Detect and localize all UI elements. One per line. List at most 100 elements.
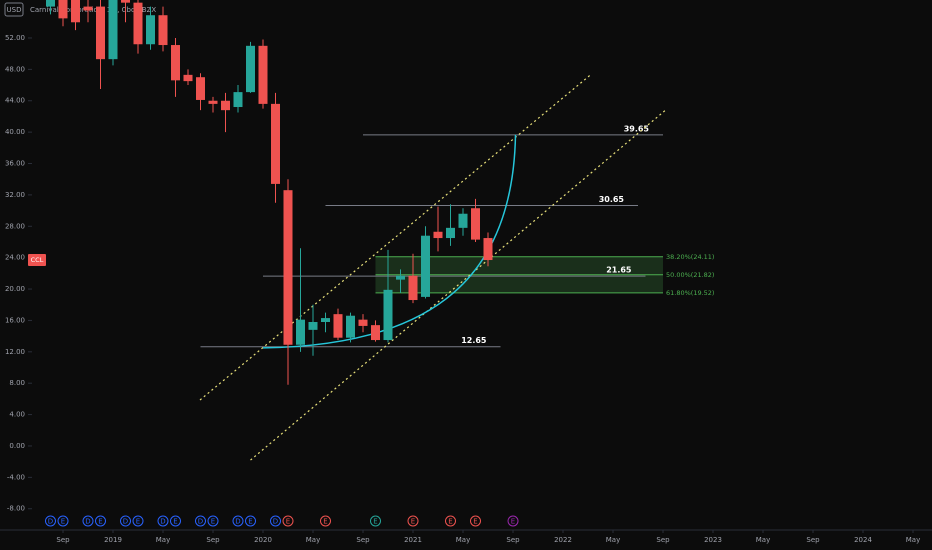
x-tick-label: 2023 — [704, 536, 722, 544]
y-tick-label: 48.00 — [5, 65, 25, 73]
candle-body — [471, 208, 480, 240]
event-icon — [132, 515, 144, 527]
y-tick-label: 4.00 — [9, 411, 25, 419]
event-icon — [507, 515, 519, 527]
y-tick-label: 12.00 — [5, 348, 25, 356]
y-tick-label: 16.00 — [5, 316, 25, 324]
event-label: D — [85, 518, 90, 526]
event-icon — [120, 515, 131, 527]
event-icon — [57, 515, 69, 527]
event-label: E — [248, 518, 252, 526]
candle-body — [321, 318, 330, 323]
candle-body — [121, 0, 130, 3]
event-label: D — [235, 518, 240, 526]
candle-body — [71, 0, 80, 23]
event-label: E — [136, 518, 140, 526]
candle-body — [221, 100, 230, 111]
x-tick-label: 2022 — [554, 536, 572, 544]
symbol-label: CCL — [31, 256, 44, 264]
candle-body — [258, 45, 268, 104]
event-icon — [95, 515, 106, 527]
event-icon — [195, 515, 206, 527]
event-icon — [157, 515, 169, 527]
channel-line — [250, 109, 666, 461]
candle-body — [371, 325, 380, 341]
event-label: D — [273, 518, 278, 526]
x-tick-label: Sep — [806, 536, 820, 544]
level-label: 30.65 — [599, 195, 625, 204]
x-tick-label: 2024 — [854, 536, 872, 544]
y-tick-label: 32.00 — [5, 191, 25, 199]
event-label: D — [123, 518, 128, 526]
event-label: E — [511, 518, 515, 526]
candle-body — [333, 314, 343, 338]
candle-body — [196, 77, 205, 100]
candle-body — [96, 6, 105, 60]
candle-body — [83, 6, 93, 11]
fib-label: 61.80%(19.52) — [666, 289, 714, 297]
candle-body — [183, 74, 193, 82]
level-label: 21.65 — [606, 266, 632, 275]
event-label: D — [198, 518, 203, 526]
candle-body — [408, 275, 418, 301]
event-label: E — [411, 518, 415, 526]
candle-body — [58, 0, 68, 19]
x-tick-label: Sep — [206, 536, 220, 544]
candle-body — [246, 45, 255, 93]
y-tick-label: 40.00 — [5, 128, 25, 136]
candle-body — [483, 238, 493, 261]
event-icon — [170, 515, 181, 527]
event-label: D — [48, 518, 53, 526]
event-icon — [370, 515, 381, 527]
y-tick-label: 44.00 — [5, 97, 25, 105]
y-tick-label: -8.00 — [7, 505, 25, 513]
candle-body — [346, 315, 355, 338]
chart-title: Carnival Corporation, 1M, Cboe BZX — [30, 6, 156, 14]
event-label: E — [373, 518, 377, 526]
event-icon — [320, 515, 331, 527]
candle-body — [383, 289, 393, 341]
candle-body — [308, 322, 318, 330]
event-label: E — [448, 518, 452, 526]
y-tick-label: 8.00 — [9, 379, 25, 387]
candle-body — [171, 45, 180, 81]
event-label: D — [160, 518, 165, 526]
x-tick-label: Sep — [56, 536, 70, 544]
x-tick-label: May — [906, 536, 920, 544]
x-tick-label: May — [456, 536, 470, 544]
curve — [262, 134, 517, 349]
event-icon — [245, 515, 256, 527]
y-tick-label: 52.00 — [5, 34, 25, 42]
event-label: E — [286, 518, 290, 526]
x-tick-label: 2019 — [104, 536, 122, 544]
event-icon — [282, 515, 294, 527]
plot-area: 38.20%(24.11) 50.00%(21.82) 61.80%(19.52) 3… — [46, 0, 714, 461]
candle-body — [421, 235, 430, 297]
candle-body — [358, 319, 368, 326]
event-icon — [445, 515, 456, 527]
y-tick-label: 0.00 — [9, 442, 25, 450]
currency-box — [4, 2, 24, 17]
event-icon — [470, 515, 481, 527]
event-label: E — [323, 518, 327, 526]
candle-body — [458, 213, 468, 228]
x-tick-label: May — [606, 536, 620, 544]
x-tick-label: Sep — [506, 536, 520, 544]
level-label: 39.65 — [624, 124, 650, 133]
fib-label: 50.00%(21.82) — [666, 271, 714, 279]
candle-body — [283, 190, 293, 345]
event-label: E — [473, 518, 477, 526]
event-icon — [207, 515, 219, 527]
candle-body — [296, 319, 305, 345]
y-tick-label: 20.00 — [5, 285, 25, 293]
event-icon — [82, 515, 94, 527]
y-tick-label: 36.00 — [5, 160, 25, 168]
x-tick-label: 2020 — [254, 536, 272, 544]
candle-body — [396, 275, 405, 280]
event-label: E — [61, 518, 65, 526]
y-tick-label: 28.00 — [5, 222, 25, 230]
x-tick-label: 2021 — [404, 536, 422, 544]
y-tick-label: -4.00 — [7, 473, 25, 481]
event-label: E — [173, 518, 177, 526]
